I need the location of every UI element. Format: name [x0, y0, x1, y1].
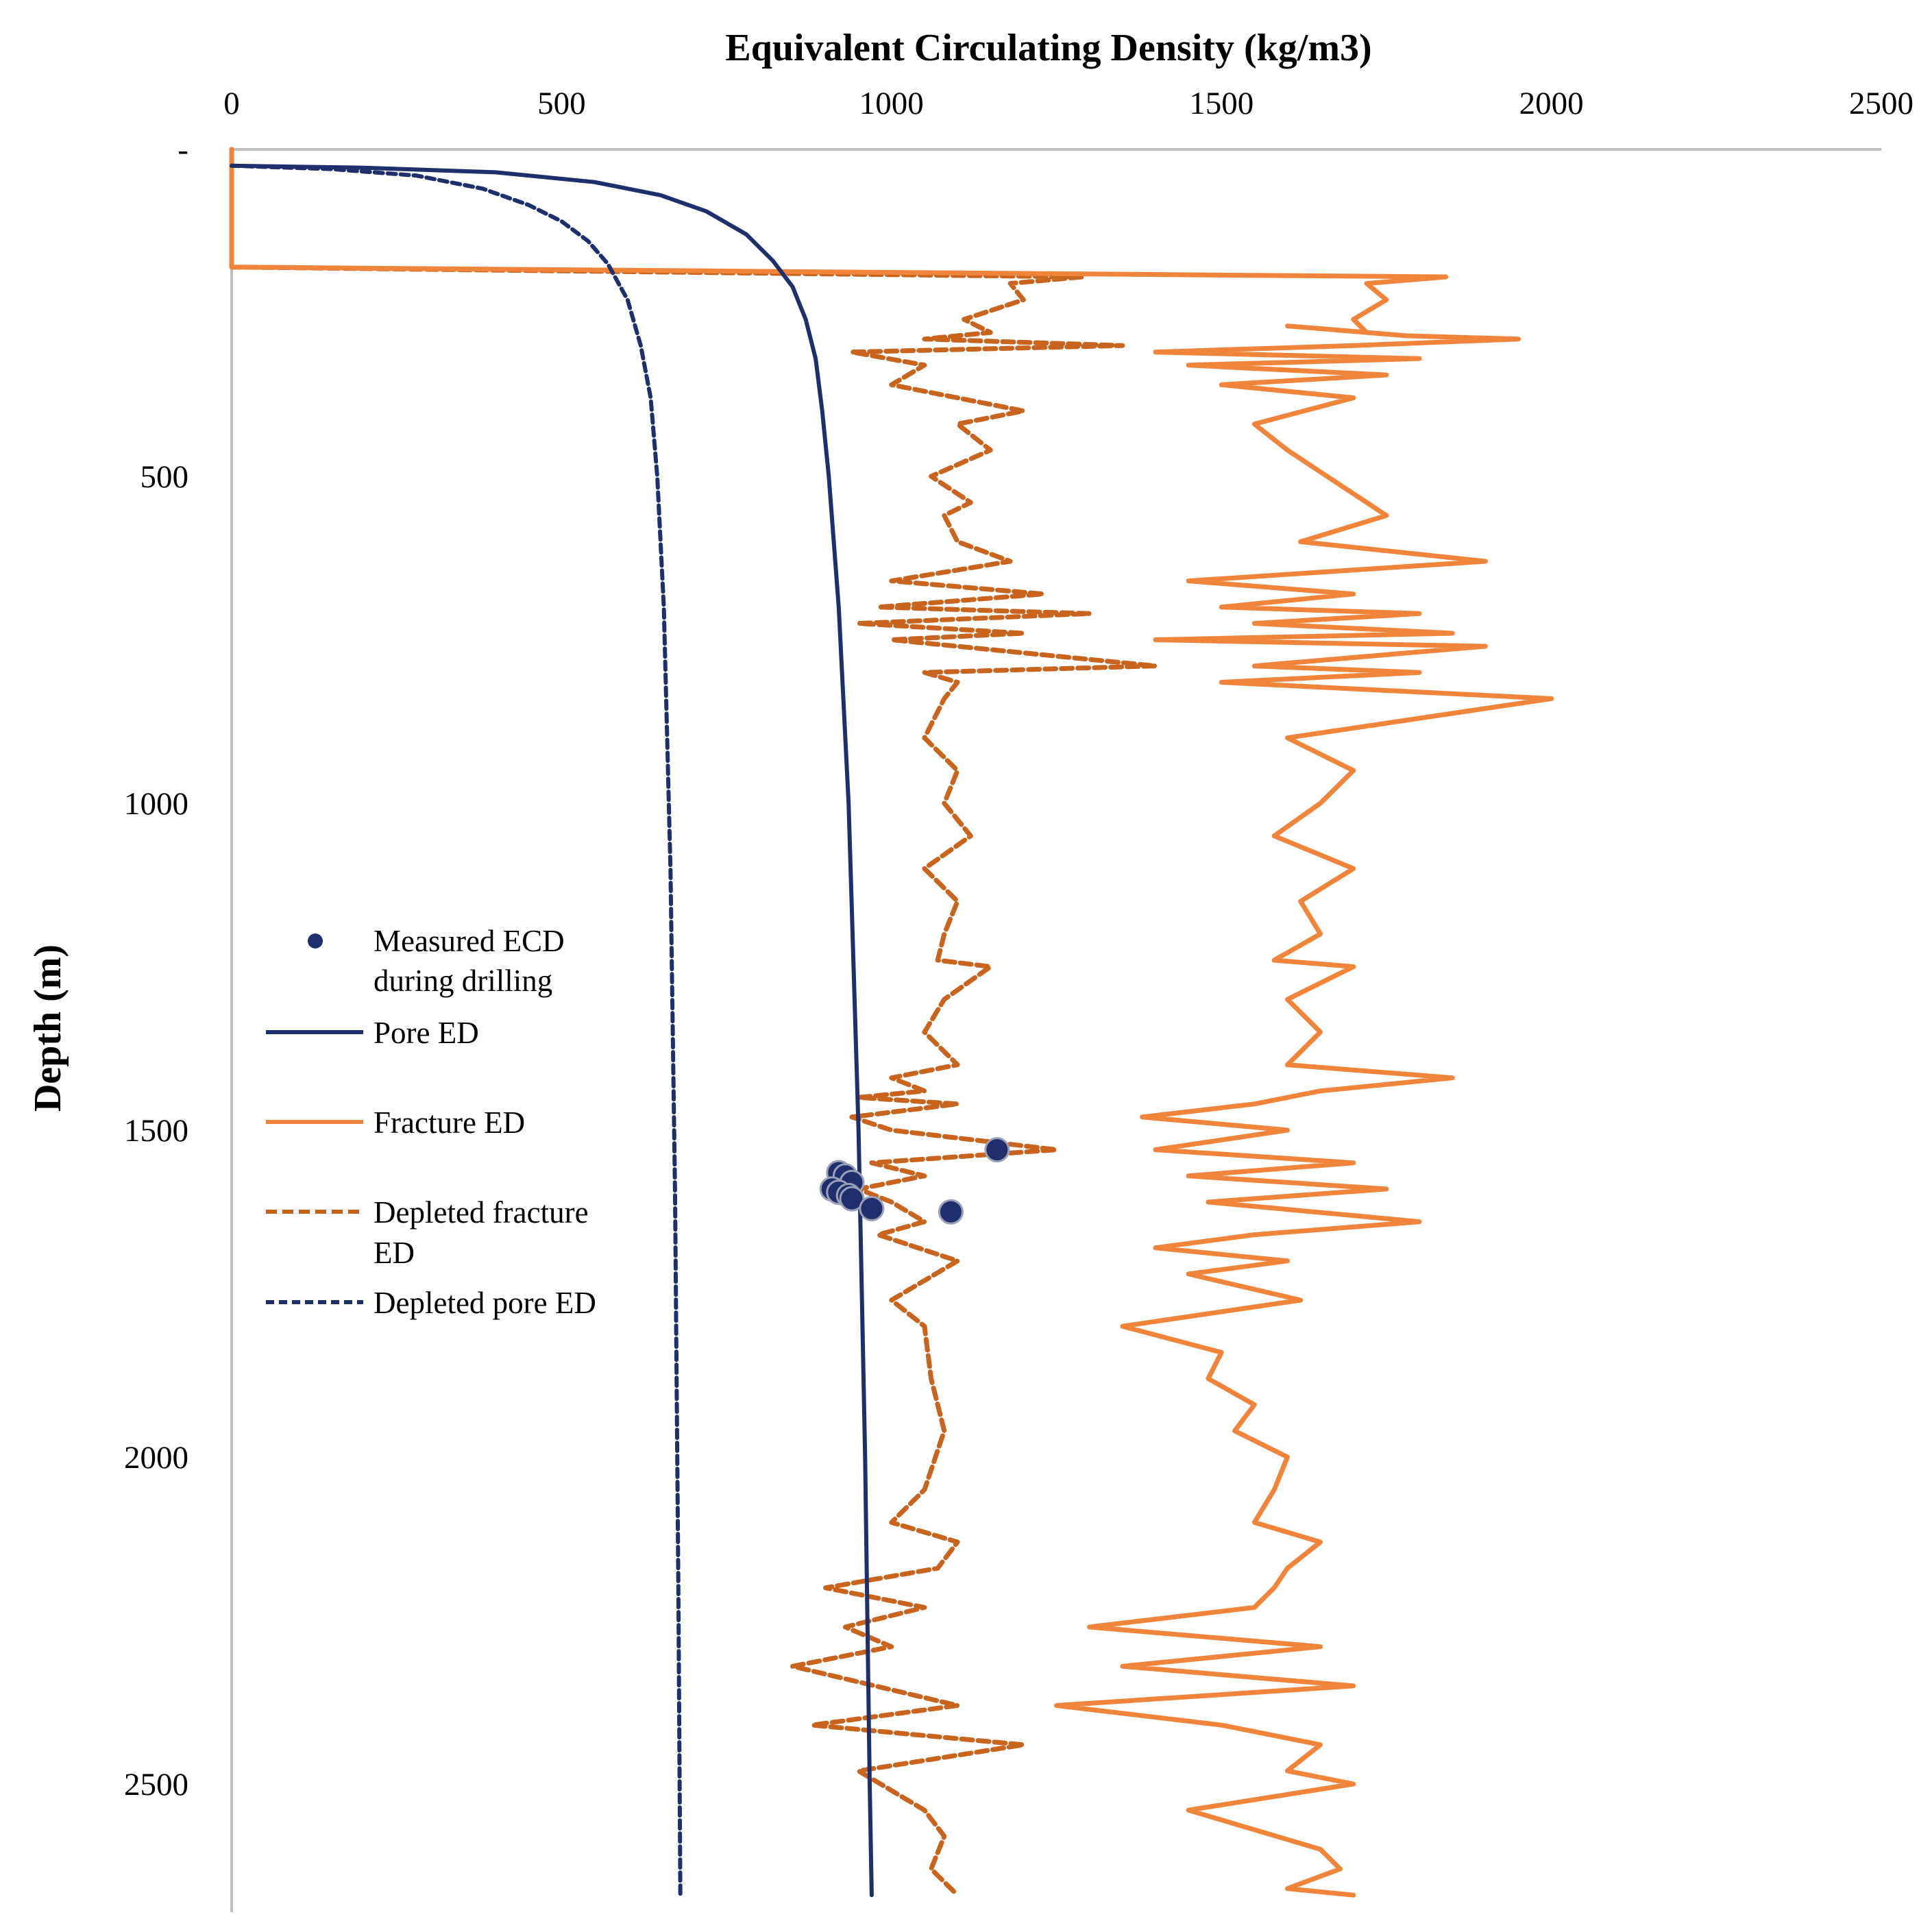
- legend: Measured ECD during drilling Pore ED Fra…: [266, 924, 596, 1320]
- legend-marker-measured: [308, 933, 323, 949]
- y-tick-label: 2500: [124, 1767, 188, 1802]
- series-layer: [229, 147, 1554, 1898]
- chart-title: Equivalent Circulating Density (kg/m3): [725, 27, 1371, 69]
- measured-ecd-points: [819, 1137, 1010, 1225]
- series-depleted-pore-ed: [230, 163, 683, 1898]
- measured-ecd-point: [839, 1186, 865, 1212]
- x-tick-label: 2500: [1849, 86, 1913, 121]
- y-tick-labels: - 500 1000 1500 2000 2500: [124, 132, 188, 1802]
- legend-label-depleted-pore: Depleted pore ED: [374, 1286, 596, 1320]
- series-depleted-fracture-ed: [229, 147, 1158, 1898]
- x-tick-label: 1500: [1189, 86, 1254, 121]
- measured-ecd-point: [859, 1195, 885, 1221]
- x-tick-label: 1000: [859, 86, 924, 121]
- measured-ecd-point: [984, 1137, 1010, 1163]
- legend-label-fracture: Fracture ED: [374, 1105, 525, 1140]
- x-tick-label: 0: [223, 86, 240, 121]
- legend-label-depleted-fracture-line2: ED: [374, 1236, 415, 1270]
- x-tick-label: 500: [537, 86, 586, 121]
- x-tick-label: 2000: [1519, 86, 1584, 121]
- legend-label-measured-line1: Measured ECD: [374, 924, 565, 958]
- measured-ecd-point: [938, 1199, 964, 1225]
- y-tick-label: -: [178, 132, 188, 168]
- legend-label-measured-line2: during drilling: [374, 964, 552, 998]
- y-tick-label: 1500: [124, 1113, 188, 1149]
- series-pore-ed: [230, 163, 874, 1898]
- y-tick-label: 500: [140, 459, 189, 495]
- y-tick-label: 2000: [124, 1440, 188, 1476]
- y-axis-label: Depth (m): [27, 944, 69, 1112]
- series-fracture-ed: [229, 147, 1554, 1898]
- legend-label-pore: Pore ED: [374, 1016, 479, 1050]
- y-tick-label: 1000: [124, 786, 188, 822]
- x-tick-labels: 0 500 1000 1500 2000 2500: [223, 86, 1913, 121]
- legend-label-depleted-fracture-line1: Depleted fracture: [374, 1195, 589, 1230]
